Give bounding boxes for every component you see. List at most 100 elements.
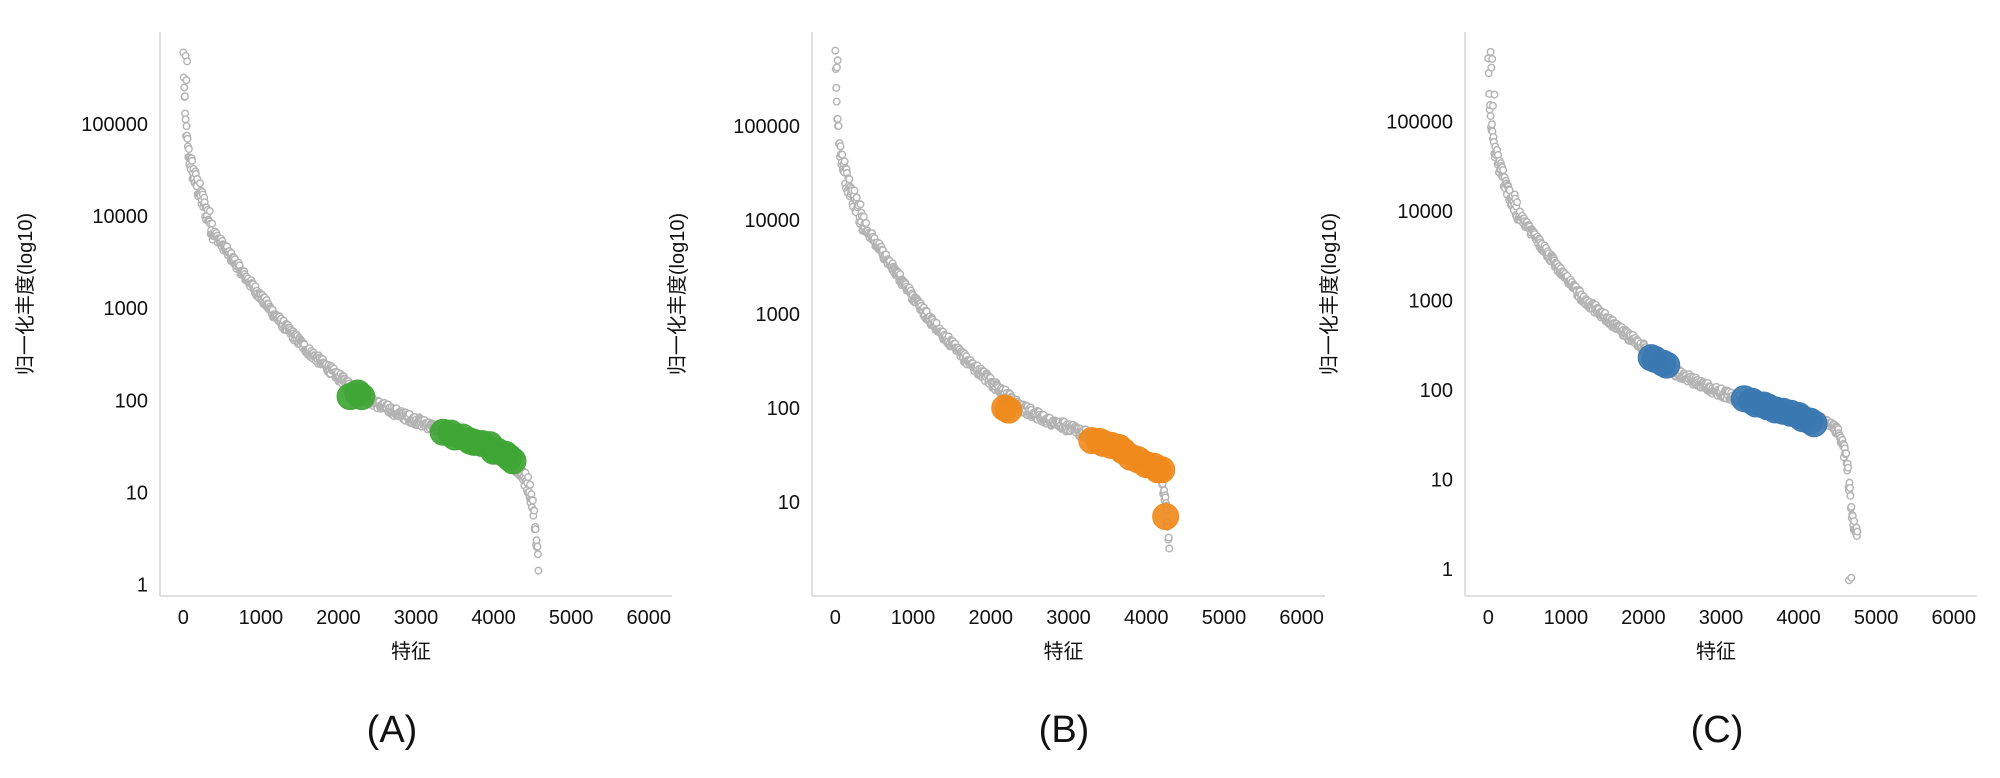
background-series — [831, 46, 1174, 553]
highlight-point — [1653, 351, 1681, 379]
highlight-series — [1637, 344, 1828, 438]
x-tick-label: 0 — [1483, 607, 1494, 629]
x-tick-label: 4000 — [1124, 607, 1169, 629]
y-tick-label: 10 — [1431, 470, 1453, 492]
x-tick-label: 0 — [830, 607, 841, 629]
background-series — [179, 48, 543, 575]
y-tick-label: 1000 — [756, 304, 801, 326]
background-point — [196, 179, 205, 188]
background-point — [208, 219, 217, 228]
chart-panel-3: 0 1000 2000 3000 4000 5000 6000 1 10 100 1000 10000… — [1318, 32, 1977, 751]
background-point — [1847, 573, 1856, 582]
x-tick-label: 2000 — [1621, 607, 1666, 629]
y-tick-label: 1000 — [104, 298, 149, 320]
background-point — [833, 56, 842, 65]
y-tick-label: 10 — [126, 482, 148, 504]
background-point — [1165, 544, 1174, 553]
background-point — [832, 63, 841, 72]
chart-panel-2: 0 1000 2000 3000 4000 5000 6000 10 100 1000 10000 1… — [666, 32, 1325, 751]
background-point — [531, 525, 540, 534]
background-point — [1853, 527, 1862, 536]
y-axis-title: 归一化丰度(log10) — [666, 213, 689, 375]
y-tick-label: 100000 — [1386, 112, 1453, 134]
x-tick-label: 2000 — [969, 607, 1014, 629]
y-tick-label: 10 — [778, 492, 800, 514]
background-point — [1842, 449, 1851, 458]
x-tick-label: 4000 — [1776, 607, 1821, 629]
y-tick-label: 1000 — [1409, 291, 1454, 313]
x-axis-title: 特征 — [391, 640, 431, 663]
background-point — [1486, 112, 1495, 121]
background-point — [836, 142, 845, 151]
background-point — [1845, 483, 1854, 492]
x-tick-label: 5000 — [1202, 607, 1247, 629]
panel-label: (C) — [1691, 709, 1744, 751]
background-point — [838, 150, 847, 159]
background-point — [1488, 101, 1497, 110]
background-point — [831, 46, 840, 55]
background-point — [834, 121, 843, 130]
y-tick-label: 100 — [115, 390, 148, 412]
background-point — [534, 566, 543, 575]
background-point — [530, 506, 539, 515]
y-tick-label: 10000 — [92, 206, 148, 228]
background-point — [205, 207, 214, 216]
y-axis-title: 归一化丰度(log10) — [1318, 213, 1341, 375]
panel-label: (B) — [1039, 709, 1090, 751]
highlight-point — [499, 447, 527, 475]
background-point — [181, 115, 190, 124]
background-point — [850, 186, 859, 195]
highlight-point — [1148, 456, 1176, 484]
background-point — [183, 134, 192, 143]
y-tick-label: 100 — [767, 398, 800, 420]
background-point — [1846, 491, 1855, 500]
x-tick-label: 3000 — [1699, 607, 1744, 629]
background-point — [528, 496, 537, 505]
y-tick-label: 1 — [1442, 559, 1453, 581]
y-tick-label: 1 — [137, 574, 148, 596]
y-tick-label: 100000 — [81, 114, 148, 136]
background-point — [532, 536, 541, 545]
x-axis-title: 特征 — [1044, 640, 1084, 663]
background-point — [1487, 120, 1496, 129]
background-point — [852, 193, 861, 202]
background-point — [180, 92, 189, 101]
x-tick-label: 0 — [178, 607, 189, 629]
highlight-point — [1152, 503, 1180, 531]
background-point — [862, 218, 871, 227]
x-tick-label: 2000 — [316, 607, 361, 629]
background-point — [856, 200, 865, 209]
x-tick-label: 6000 — [1279, 607, 1324, 629]
x-tick-label: 3000 — [394, 607, 439, 629]
x-tick-label: 5000 — [1854, 607, 1899, 629]
background-point — [1499, 166, 1508, 175]
background-point — [1490, 90, 1499, 99]
highlight-series — [336, 379, 527, 475]
background-point — [184, 145, 193, 154]
background-point — [840, 157, 849, 166]
x-tick-label: 5000 — [549, 607, 594, 629]
background-point — [1164, 533, 1173, 542]
background-point — [1850, 517, 1859, 526]
highlight-point — [1800, 410, 1828, 438]
background-point — [533, 550, 542, 559]
background-point — [845, 175, 854, 184]
background-point — [183, 57, 192, 66]
background-point — [1487, 63, 1496, 72]
background-point — [533, 542, 542, 551]
y-tick-label: 10000 — [744, 210, 800, 232]
background-point — [524, 473, 533, 482]
highlight-point — [348, 383, 376, 411]
background-point — [832, 83, 841, 92]
x-tick-label: 1000 — [1544, 607, 1589, 629]
x-tick-label: 1000 — [891, 607, 936, 629]
background-point — [833, 114, 842, 123]
y-tick-label: 100000 — [733, 116, 800, 138]
x-tick-label: 4000 — [471, 607, 516, 629]
background-series — [1484, 47, 1862, 585]
background-point — [832, 97, 841, 106]
background-point — [1847, 502, 1856, 511]
x-tick-label: 6000 — [626, 607, 671, 629]
highlight-series — [991, 394, 1180, 531]
highlight-point — [995, 396, 1023, 424]
